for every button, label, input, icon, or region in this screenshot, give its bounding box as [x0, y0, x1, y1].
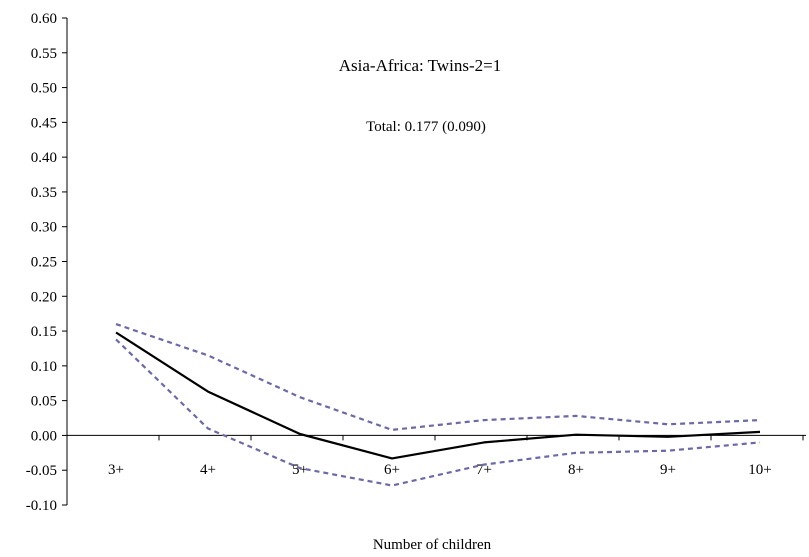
- x-tick-label: 5+: [292, 462, 308, 478]
- x-tick-label: 10+: [748, 462, 771, 478]
- y-tick-label: 0.50: [31, 81, 57, 97]
- y-tick-label: 0.05: [31, 394, 57, 410]
- x-tick-label: 3+: [108, 462, 124, 478]
- y-tick-label: -0.05: [26, 463, 57, 479]
- y-tick-label: 0.20: [31, 289, 57, 305]
- y-tick-label: 0.60: [31, 11, 57, 27]
- y-tick-label: 0.25: [31, 255, 57, 271]
- x-axis-title: Number of children: [373, 537, 492, 553]
- y-tick-label: 0.45: [31, 115, 57, 131]
- x-tick-label: 6+: [384, 462, 400, 478]
- chart-annotation-title: Asia-Africa: Twins-2=1: [339, 56, 501, 75]
- y-tick-label: 0.15: [31, 324, 57, 340]
- y-axis: 0.60 0.55 0.50 0.45 0.40 0.35 0.30 0.25 0.20 0.15…: [26, 11, 68, 514]
- y-tick-label: 0.10: [31, 359, 57, 375]
- y-tick-label: 0.55: [31, 46, 57, 62]
- y-tick-label: 0.40: [31, 150, 57, 166]
- y-tick-label: 0.00: [31, 428, 57, 444]
- series-line-estimate: [115, 331, 761, 460]
- x-tick-label: 4+: [200, 462, 216, 478]
- series-line-confidence-bound: [115, 323, 761, 431]
- x-tick-label: 9+: [660, 462, 676, 478]
- series-line-confidence-bound: [115, 338, 761, 487]
- y-tick-label: 0.35: [31, 185, 57, 201]
- chart-annotation-total: Total: 0.177 (0.090): [366, 119, 486, 135]
- x-tick-label: 8+: [568, 462, 584, 478]
- x-tick-label: 7+: [476, 462, 492, 478]
- x-axis: 3+ 4+ 5+ 6+ 7+ 8+ 9+ 10+: [67, 434, 806, 478]
- y-tick-label: -0.10: [26, 498, 57, 514]
- series-layer: [115, 323, 761, 487]
- y-tick-label: 0.30: [31, 220, 57, 236]
